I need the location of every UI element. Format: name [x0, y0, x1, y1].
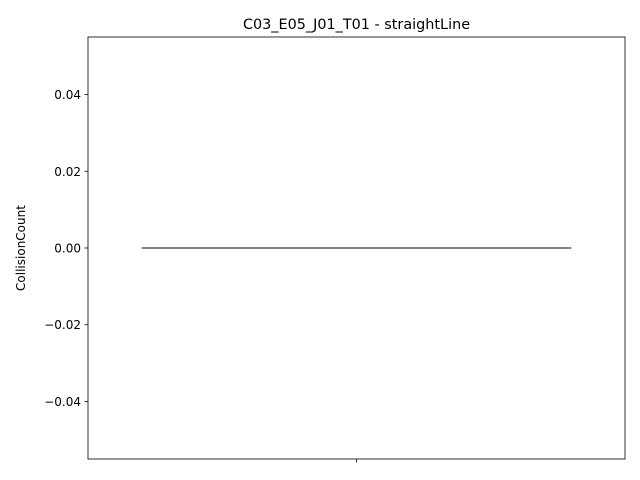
chart-title: C03_E05_J01_T01 - straightLine — [243, 17, 470, 33]
y-tick-label: −0.02 — [44, 318, 81, 332]
y-tick-label: 0.02 — [54, 165, 81, 179]
y-tick-label: 0.00 — [54, 242, 81, 256]
y-tick-label: 0.04 — [54, 88, 81, 102]
y-tick-label: −0.04 — [44, 395, 81, 409]
y-axis-ticks: −0.04 −0.02 0.00 0.02 0.04 — [44, 88, 88, 409]
plot-frame — [87, 36, 626, 460]
y-axis-label: CollisionCount — [14, 205, 28, 291]
